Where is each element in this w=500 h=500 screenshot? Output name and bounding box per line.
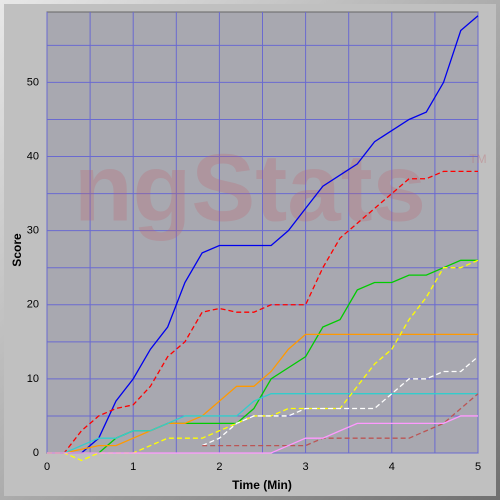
series-line: [47, 170, 478, 454]
series-line: [47, 333, 478, 454]
watermark-mark: TM: [469, 152, 486, 166]
y-tick-label: 50: [27, 76, 39, 88]
y-axis-label: Score: [10, 233, 24, 267]
series-line: [47, 393, 478, 454]
watermark: ngStats: [74, 134, 426, 241]
series-line: [47, 415, 478, 454]
x-tick-label: 1: [130, 461, 136, 473]
x-tick-label: 0: [44, 461, 50, 473]
y-tick-label: 40: [27, 150, 39, 162]
series-line: [201, 356, 479, 447]
x-tick-label: 4: [389, 461, 395, 473]
x-tick-label: 2: [216, 461, 222, 473]
x-tick-label: 3: [303, 461, 309, 473]
y-tick-label: 30: [27, 225, 39, 237]
series-line: [202, 393, 479, 447]
x-axis-label: Time (Min): [232, 478, 292, 492]
y-tick-label: 10: [27, 373, 39, 385]
series-line: [47, 15, 479, 454]
y-tick-label: 20: [27, 299, 39, 311]
x-tick-label: 5: [475, 461, 481, 473]
y-tick-label: 0: [33, 447, 39, 459]
